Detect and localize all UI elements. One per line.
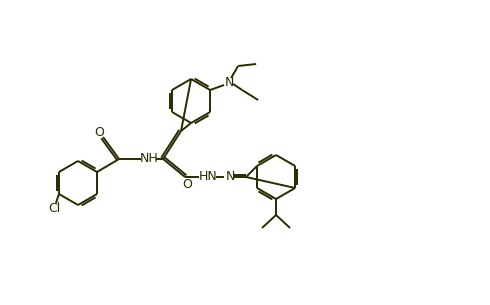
Text: N: N bbox=[225, 170, 235, 182]
Text: NH: NH bbox=[140, 152, 158, 166]
Text: HN: HN bbox=[198, 170, 218, 182]
Text: O: O bbox=[94, 125, 104, 138]
Text: N: N bbox=[224, 76, 234, 88]
Text: O: O bbox=[182, 178, 192, 191]
Text: Cl: Cl bbox=[48, 202, 60, 214]
